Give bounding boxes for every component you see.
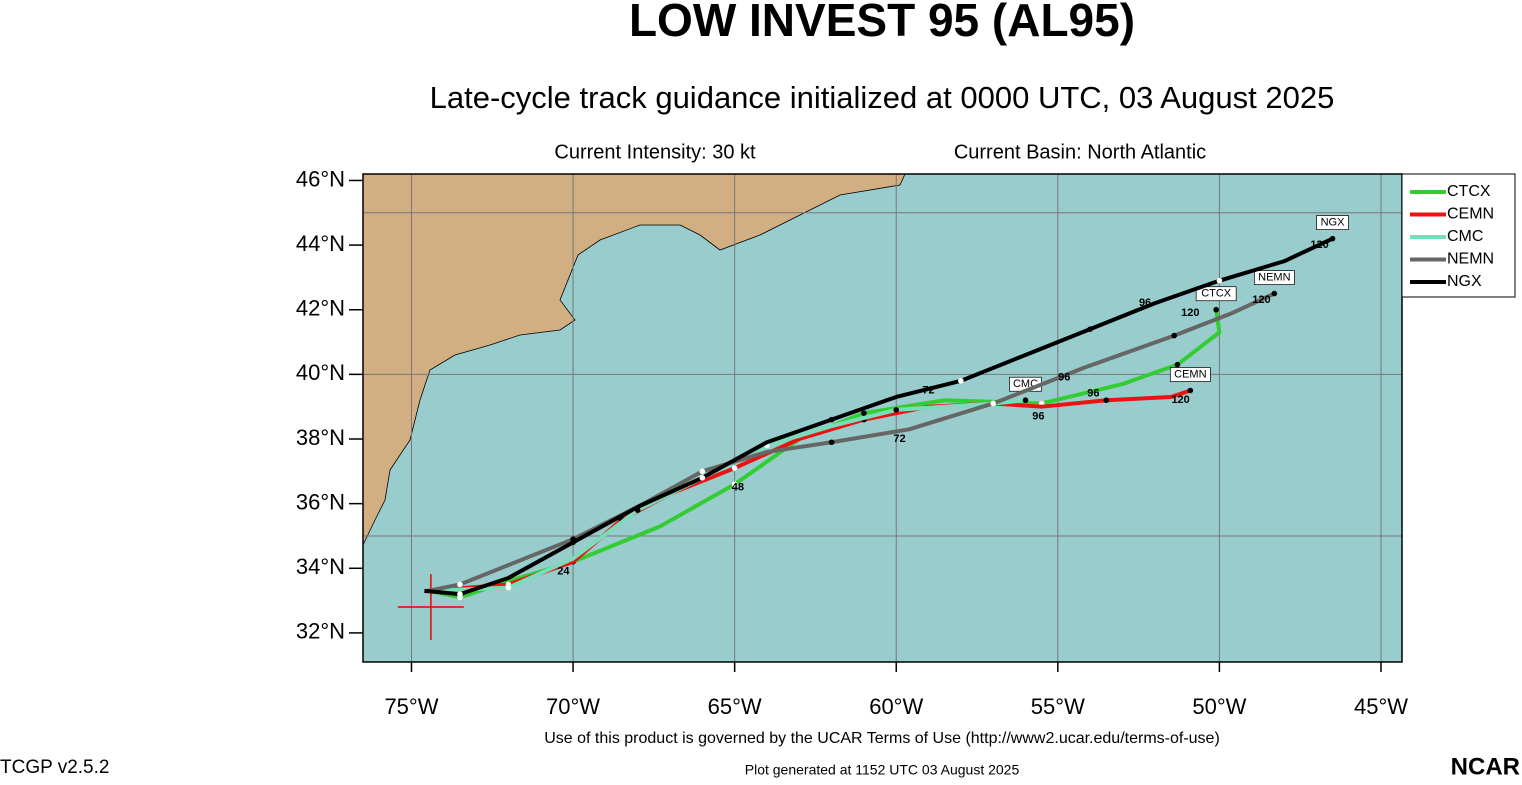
x-tick-label: 45°W [1354, 694, 1408, 719]
track-point [828, 416, 835, 423]
hour-label: 120 [1181, 307, 1199, 319]
basin: Current Basin: North Atlantic [954, 141, 1206, 163]
track-end [1022, 397, 1029, 404]
hour-label: 24 [557, 565, 570, 577]
end-label: NGX [1321, 217, 1346, 229]
legend-label: CEMN [1447, 206, 1494, 223]
grid [363, 174, 1402, 662]
y-tick-label: 42°N [296, 296, 345, 321]
y-tick-label: 44°N [296, 231, 345, 256]
x-tick-label: 55°W [1031, 694, 1085, 719]
x-tick-label: 75°W [384, 694, 438, 719]
track-point [990, 400, 996, 407]
legend-label: NGX [1447, 273, 1482, 290]
x-tick-label: 50°W [1192, 694, 1246, 719]
legend-label: NEMN [1447, 251, 1494, 268]
end-label: CTCX [1201, 288, 1232, 300]
hour-label: 96 [1087, 388, 1099, 400]
track-end [1187, 387, 1194, 394]
legend-label: CMC [1447, 228, 1483, 245]
y-tick-label: 36°N [296, 489, 345, 514]
end-label-box [1253, 270, 1295, 285]
tracks: CTCX48120CEMN2496120CMC96NEMN7296120NGX7… [397, 215, 1349, 641]
hour-label: 96 [1139, 297, 1151, 309]
hour-label: 120 [1310, 239, 1328, 251]
x-tick-label: 60°W [869, 694, 923, 719]
hour-label: 96 [1032, 410, 1044, 422]
end-label: CEMN [1174, 368, 1206, 380]
end-label: NEMN [1258, 271, 1290, 283]
track-point [1103, 397, 1110, 404]
hour-label: 96 [1058, 372, 1070, 384]
intensity: Current Intensity: 30 kt [554, 141, 756, 163]
y-tick-label: 34°N [296, 554, 345, 579]
hour-label: 120 [1252, 294, 1270, 306]
land [362, 173, 906, 546]
hour-label: 72 [893, 433, 905, 445]
track-point [699, 468, 706, 475]
track-point [1171, 332, 1177, 339]
track [427, 291, 1276, 593]
y-tick-label: 32°N [296, 619, 345, 644]
version: TCGP v2.5.2 [0, 757, 109, 778]
y-tick-label: 38°N [296, 425, 345, 450]
track-point [731, 465, 738, 471]
hour-label: 48 [732, 481, 744, 493]
hour-label: 120 [1171, 394, 1189, 406]
chart-subtitle: Late-cycle track guidance initialized at… [430, 80, 1335, 115]
end-label-box [1169, 367, 1211, 382]
track-point [1174, 361, 1181, 368]
terms: Use of this product is governed by the U… [544, 730, 1220, 747]
y-tick-label: 40°N [296, 360, 345, 385]
generated: Plot generated at 1152 UTC 03 August 202… [745, 762, 1020, 778]
track-point [457, 591, 463, 597]
track-point [570, 539, 576, 546]
track-end [1213, 306, 1219, 313]
track-point [958, 378, 964, 384]
logo: NCAR [1451, 753, 1520, 780]
track-point [457, 581, 463, 588]
y-tick-label: 46°N [296, 166, 345, 191]
x-tick-label: 65°W [708, 694, 762, 719]
end-label-box [1316, 215, 1349, 230]
track-end [1329, 235, 1336, 242]
track-point [1087, 326, 1093, 332]
track-point [861, 410, 867, 416]
track-point [1216, 277, 1223, 284]
legend-label: CTCX [1447, 183, 1491, 200]
track-point [699, 474, 706, 481]
hour-label: 72 [922, 384, 934, 396]
track-point [505, 584, 512, 591]
chart-title: LOW INVEST 95 (AL95) [629, 0, 1135, 46]
x-tick-label: 70°W [546, 694, 600, 719]
plot-frame [362, 173, 1403, 663]
track-point [828, 439, 835, 446]
end-label-box [1195, 286, 1237, 302]
track-point [731, 481, 738, 488]
track-point [893, 407, 900, 413]
track-end [1271, 290, 1278, 297]
track [424, 236, 1334, 597]
